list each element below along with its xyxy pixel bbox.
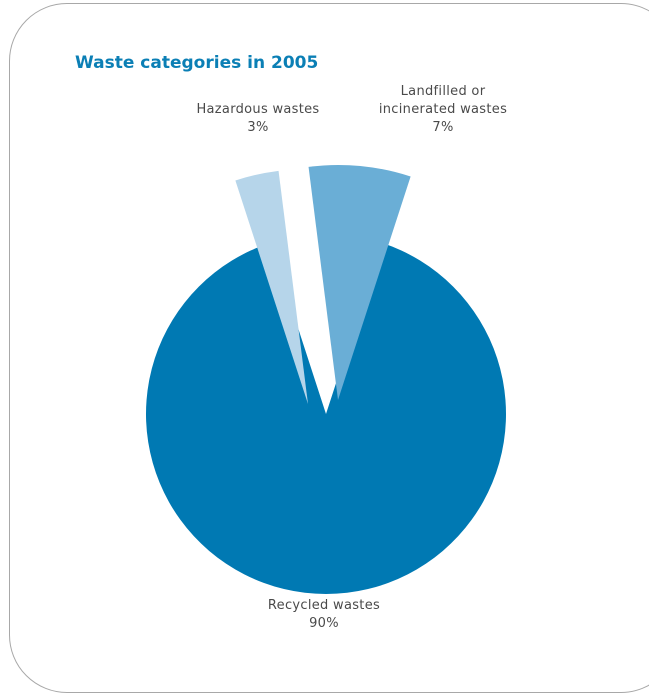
slice-category-label: Hazardous wastes bbox=[196, 102, 319, 117]
slice-value-label: 90% bbox=[309, 616, 339, 631]
slice-category-label: Landfilled or bbox=[401, 84, 486, 99]
slice-value-label: 3% bbox=[247, 120, 268, 135]
pie-slice-recycled-wastes bbox=[146, 242, 506, 595]
pie-slice-landfilled-or-incinerated-wastes bbox=[308, 165, 411, 400]
slice-category-label: incinerated wastes bbox=[379, 102, 507, 117]
pie-chart: Recycled wastes 90% Hazardous wastes 3% Land… bbox=[146, 84, 507, 631]
pie-slice-hazardous-wastes bbox=[235, 170, 308, 404]
slice-value-label: 7% bbox=[432, 120, 453, 135]
chart-title: Waste categories in 2005 bbox=[75, 53, 319, 73]
slice-category-label: Recycled wastes bbox=[268, 598, 380, 613]
